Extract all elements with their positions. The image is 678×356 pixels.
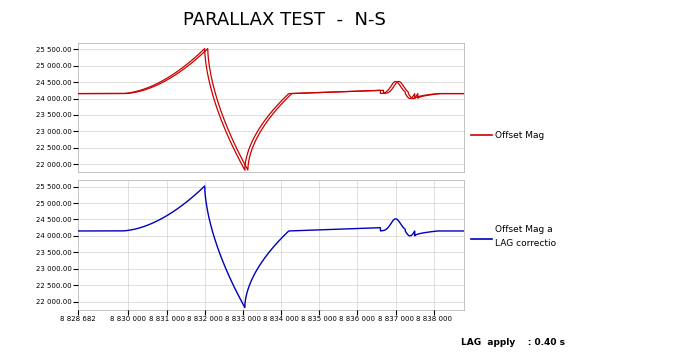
Text: LAG correctio: LAG correctio [495,239,556,248]
Text: Offset Mag a: Offset Mag a [495,225,553,234]
Text: LAG  apply    : 0.40 s: LAG apply : 0.40 s [461,338,565,347]
Text: Offset Mag: Offset Mag [495,131,544,140]
Text: PARALLAX TEST  -  N-S: PARALLAX TEST - N-S [183,11,386,29]
